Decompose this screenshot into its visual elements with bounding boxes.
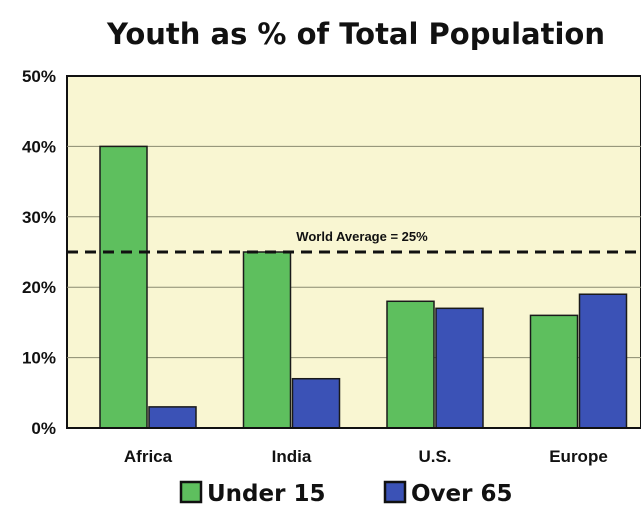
reference-line-group: World Average = 25%	[67, 229, 641, 254]
bar-under-15-europe	[529, 314, 579, 429]
legend: Under 15 Over 65	[179, 480, 513, 507]
bar-over-65-india	[291, 377, 341, 429]
legend-label: Over 65	[411, 481, 513, 507]
y-tick-label: 30%	[22, 208, 56, 227]
x-tick-label: Africa	[124, 447, 173, 466]
x-tick-label: U.S.	[418, 447, 451, 466]
bar-over-65-u-s-	[435, 307, 484, 429]
x-tick-label: India	[272, 447, 312, 466]
bar-over-65-africa	[148, 406, 197, 429]
legend-label: Under 15	[207, 481, 325, 507]
legend-swatch	[179, 480, 203, 504]
reference-line-label: World Average = 25%	[296, 229, 428, 244]
y-tick-label: 50%	[22, 67, 56, 86]
y-tick-label: 40%	[22, 137, 56, 156]
y-axis: 0% 10% 20% 30% 40% 50%	[22, 67, 56, 438]
legend-swatch	[383, 480, 407, 504]
bar-under-15-india	[242, 251, 292, 429]
chart-title: Youth as % of Total Population	[106, 17, 605, 51]
bar-under-15-africa	[99, 145, 148, 429]
y-tick-label: 10%	[22, 349, 56, 368]
bar-under-15-u-s-	[386, 300, 435, 429]
y-tick-label: 20%	[22, 278, 56, 297]
y-tick-label: 0%	[31, 419, 56, 438]
x-axis: Africa India U.S. Europe	[124, 447, 608, 466]
bar-over-65-europe	[578, 293, 628, 429]
bars	[99, 145, 628, 429]
x-tick-label: Europe	[549, 447, 608, 466]
